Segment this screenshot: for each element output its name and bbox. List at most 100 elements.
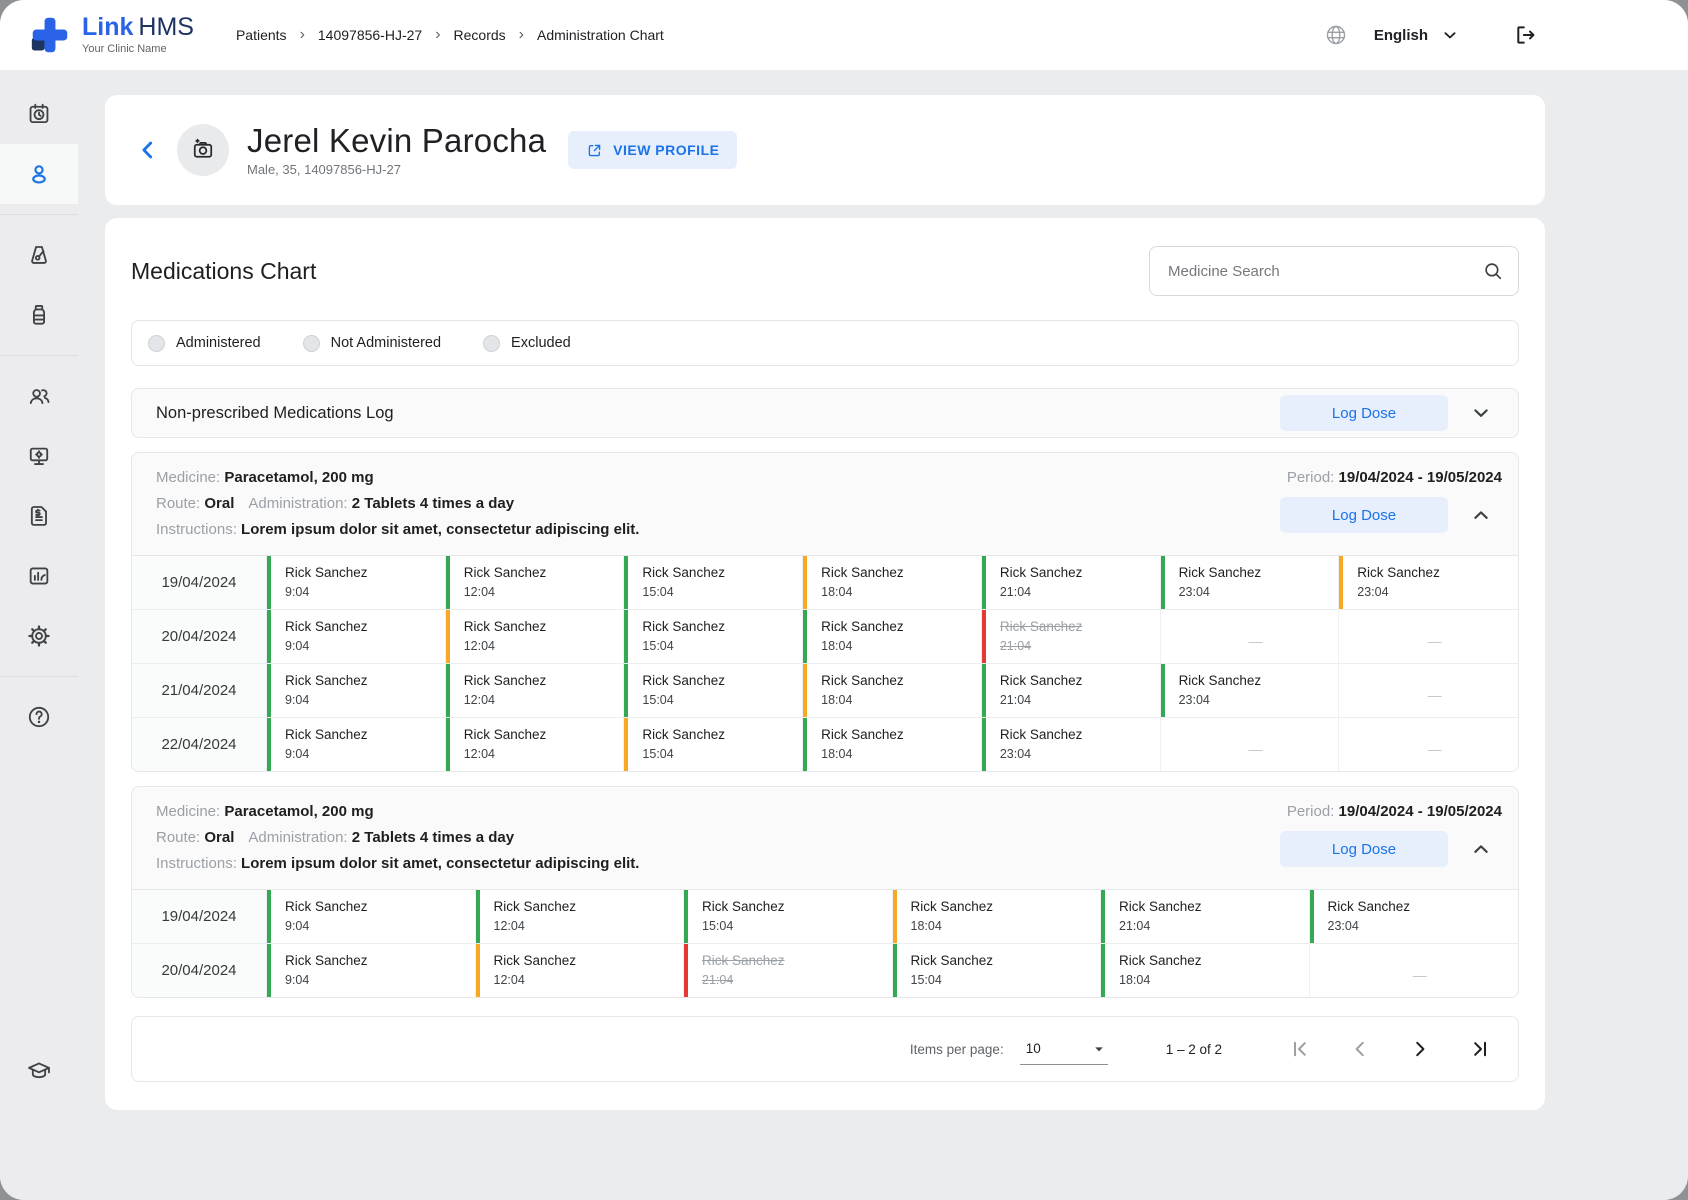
log-dose-button[interactable]: Log Dose (1280, 395, 1448, 431)
dose-status-bar (981, 556, 986, 609)
search-icon[interactable] (1482, 260, 1504, 282)
dose-cell[interactable]: Rick Sanchez 23:04 (981, 718, 1161, 771)
sidebar-item-billing[interactable] (0, 486, 78, 546)
medicine-search (1149, 246, 1519, 296)
previous-page-button[interactable] (1348, 1037, 1372, 1061)
dose-time: 18:04 (821, 747, 853, 761)
chevron-down-icon[interactable] (1440, 25, 1460, 45)
dose-cell[interactable]: Rick Sanchez 15:04 (624, 610, 804, 663)
pagination-bar: Items per page: 10 1 – 2 of 2 (131, 1016, 1519, 1082)
dose-status-bar (684, 944, 688, 997)
dose-cell[interactable]: Rick Sanchez 12:04 (475, 890, 684, 943)
dose-cell[interactable]: Rick Sanchez 12:04 (445, 556, 625, 609)
first-page-button[interactable] (1288, 1037, 1312, 1061)
dose-cell[interactable]: Rick Sanchez 12:04 (475, 944, 684, 997)
dose-cell[interactable]: Rick Sanchez 23:04 (1160, 664, 1340, 717)
sidebar-item-help[interactable] (0, 687, 78, 747)
dose-cell[interactable]: Rick Sanchez 21:04 (684, 944, 893, 997)
dose-cell[interactable]: Rick Sanchez 18:04 (803, 664, 982, 717)
dose-cell[interactable]: Rick Sanchez 9:04 (267, 610, 446, 663)
dose-time: 21:04 (999, 585, 1032, 599)
dose-cell[interactable]: Rick Sanchez 15:04 (624, 718, 804, 771)
dose-time: 15:04 (642, 693, 674, 707)
dose-time: 12:04 (463, 747, 495, 761)
dose-cell[interactable]: Rick Sanchez 15:04 (684, 890, 893, 943)
dose-cell[interactable]: Rick Sanchez 9:04 (267, 890, 476, 943)
breadcrumb-item[interactable]: Patients (235, 27, 287, 43)
sidebar-item-pharmacy[interactable] (0, 285, 78, 345)
items-per-page-label: Items per page: (909, 1041, 1004, 1057)
dose-status-bar (624, 718, 629, 771)
collapse-section-icon[interactable] (1468, 502, 1494, 528)
dose-cell[interactable]: Rick Sanchez 18:04 (803, 718, 982, 771)
dose-cell[interactable]: Rick Sanchez 9:04 (267, 944, 476, 997)
medicine-search-input[interactable] (1166, 261, 1482, 281)
sidebar-item-patients[interactable] (0, 144, 78, 204)
dose-cell[interactable]: Rick Sanchez 15:04 (624, 556, 804, 609)
breadcrumb-item[interactable]: Administration Chart (536, 27, 664, 43)
dose-cell[interactable]: Rick Sanchez 23:04 (1309, 890, 1519, 943)
dose-nurse-name: Rick Sanchez (1327, 899, 1411, 914)
dose-nurse-name: Rick Sanchez (910, 899, 994, 914)
sidebar-item-reports[interactable] (0, 546, 78, 606)
dose-time: 23:04 (1327, 919, 1359, 933)
next-page-button[interactable] (1408, 1037, 1432, 1061)
legend-item[interactable]: Not Administered (302, 334, 441, 352)
app-logo[interactable]: Link HMS Your Clinic Name (30, 15, 194, 55)
dose-cell[interactable]: Rick Sanchez 9:04 (267, 664, 446, 717)
items-per-page-select[interactable]: 10 (1019, 1034, 1108, 1065)
dose-time: 23:04 (999, 747, 1032, 761)
dose-status-bar (1160, 664, 1165, 717)
dose-cell[interactable]: Rick Sanchez 18:04 (1101, 944, 1310, 997)
legend-item[interactable]: Administered (148, 334, 261, 352)
dose-cell[interactable]: Rick Sanchez 9:04 (267, 718, 446, 771)
dose-cell[interactable]: Rick Sanchez 15:04 (624, 664, 804, 717)
dose-nurse-name: Rick Sanchez (910, 953, 994, 968)
log-dose-button[interactable]: Log Dose (1280, 831, 1448, 867)
sidebar-item-laboratory[interactable] (0, 225, 78, 285)
dose-nurse-name: Rick Sanchez (1178, 673, 1262, 688)
dose-cell[interactable]: Rick Sanchez 9:04 (267, 556, 446, 609)
clinic-cross-logo-icon (30, 15, 70, 55)
sidebar-item-settings[interactable] (0, 606, 78, 666)
dose-cell[interactable]: Rick Sanchez 15:04 (892, 944, 1101, 997)
period-line: Period: 19/04/2024 - 19/05/2024 (1286, 469, 1502, 486)
breadcrumb-item[interactable]: 14097856-HJ-27 (317, 27, 423, 43)
breadcrumb-item[interactable]: Records (453, 27, 506, 43)
sidebar-item-appointments[interactable] (0, 84, 78, 144)
dose-cell[interactable]: Rick Sanchez 21:04 (981, 664, 1161, 717)
dose-cell[interactable]: Rick Sanchez 18:04 (892, 890, 1101, 943)
dose-table: 19/04/2024 Rick Sanchez 9:04 Rick Sanche… (132, 890, 1518, 997)
non-prescribed-log-title: Non-prescribed Medications Log (156, 403, 394, 422)
add-photo-avatar[interactable] (177, 124, 229, 176)
dose-cell[interactable]: Rick Sanchez 21:04 (981, 556, 1161, 609)
sidebar-item-workstation[interactable] (0, 426, 78, 486)
last-page-button[interactable] (1468, 1037, 1492, 1061)
back-button[interactable] (135, 137, 161, 163)
view-profile-button[interactable]: VIEW PROFILE (568, 131, 738, 169)
logout-icon[interactable] (1514, 23, 1538, 47)
dose-cell[interactable]: Rick Sanchez 21:04 (1101, 890, 1310, 943)
sidebar-item-staff[interactable] (0, 366, 78, 426)
dose-cell[interactable]: Rick Sanchez 18:04 (803, 556, 982, 609)
legend-item[interactable]: Excluded (483, 334, 571, 352)
log-dose-button[interactable]: Log Dose (1280, 497, 1448, 533)
dose-date-cell: 19/04/2024 (132, 890, 267, 943)
dose-row: 20/04/2024 Rick Sanchez 9:04 Rick Sanche… (132, 609, 1518, 663)
dose-nurse-name: Rick Sanchez (999, 727, 1083, 742)
dose-cell[interactable]: Rick Sanchez 12:04 (445, 664, 625, 717)
dose-cell[interactable]: Rick Sanchez 12:04 (445, 718, 625, 771)
monitor-icon (26, 443, 52, 469)
dose-cell[interactable]: Rick Sanchez 12:04 (445, 610, 625, 663)
top-bar: Link HMS Your Clinic Name Patients › 14097… (0, 0, 1688, 70)
dose-cell[interactable]: Rick Sanchez 18:04 (803, 610, 982, 663)
dose-cell[interactable]: Rick Sanchez 23:04 (1160, 556, 1340, 609)
collapse-section-icon[interactable] (1468, 836, 1494, 862)
dose-cell[interactable]: Rick Sanchez 21:04 (981, 610, 1161, 663)
dose-cell[interactable]: Rick Sanchez 23:04 (1339, 556, 1518, 609)
language-selector[interactable]: English (1373, 26, 1428, 44)
medications-board: Medications Chart Administered Not Admini… (105, 218, 1545, 1110)
sidebar-item-education[interactable] (0, 1058, 78, 1084)
expand-section-icon[interactable] (1468, 400, 1494, 426)
